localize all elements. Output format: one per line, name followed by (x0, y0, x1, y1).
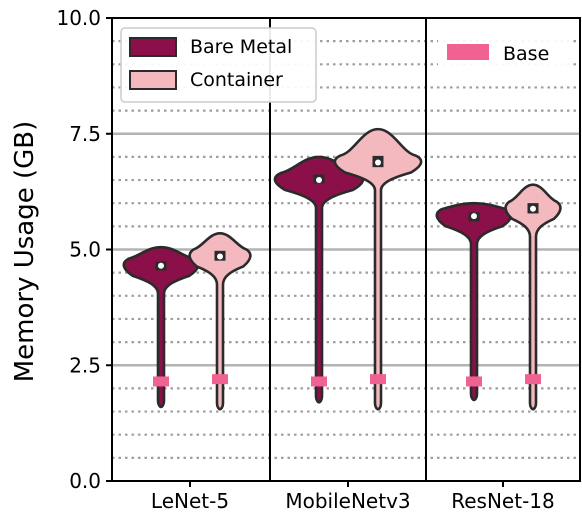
legend-label-base: Base (503, 43, 549, 65)
violin-layer (122, 127, 562, 411)
base-marker (466, 376, 482, 387)
base-marker (370, 374, 386, 385)
y-tick-label: 10.0 (56, 6, 101, 30)
legend-swatch-container (129, 70, 177, 90)
legend-swatch-base (447, 44, 489, 60)
y-tick-label: 0.0 (69, 469, 101, 493)
grid-layer (112, 40, 580, 459)
x-tick-label: ResNet-18 (451, 489, 555, 513)
base-marker (212, 374, 228, 385)
axes-layer: 0.0 2.5 5.0 7.5 10.0 LeNet-5 MobileNetv3 ResNet… (10, 6, 581, 513)
median-marker (375, 159, 381, 166)
violin-bare-metal-resnet-18 (435, 201, 513, 402)
median-marker (217, 253, 223, 260)
violin-container-resnet-18 (504, 183, 562, 411)
violin-container-lenet-5 (188, 231, 252, 411)
y-tick-label: 7.5 (69, 122, 101, 146)
base-marker (153, 376, 169, 387)
legend-swatch-bare-metal (129, 37, 177, 57)
median-marker (530, 205, 536, 212)
median-marker (316, 177, 322, 184)
legend-label: Container (190, 69, 283, 91)
y-tick-label: 2.5 (69, 353, 101, 377)
legend-box-base (438, 28, 570, 72)
base-marker (525, 374, 541, 385)
x-tick-label: LeNet-5 (151, 489, 229, 513)
base-marker (311, 376, 327, 387)
median-marker (158, 262, 164, 269)
y-tick-label: 5.0 (69, 238, 101, 262)
y-axis-label: Memory Usage (GB) (10, 121, 40, 383)
violin-container-mobilenetv3 (333, 127, 423, 411)
legend-layer: Bare Metal Container Base (120, 27, 570, 103)
x-tick-label: MobileNetv3 (285, 489, 410, 513)
legend-label: Bare Metal (190, 36, 292, 58)
median-marker (471, 213, 477, 220)
